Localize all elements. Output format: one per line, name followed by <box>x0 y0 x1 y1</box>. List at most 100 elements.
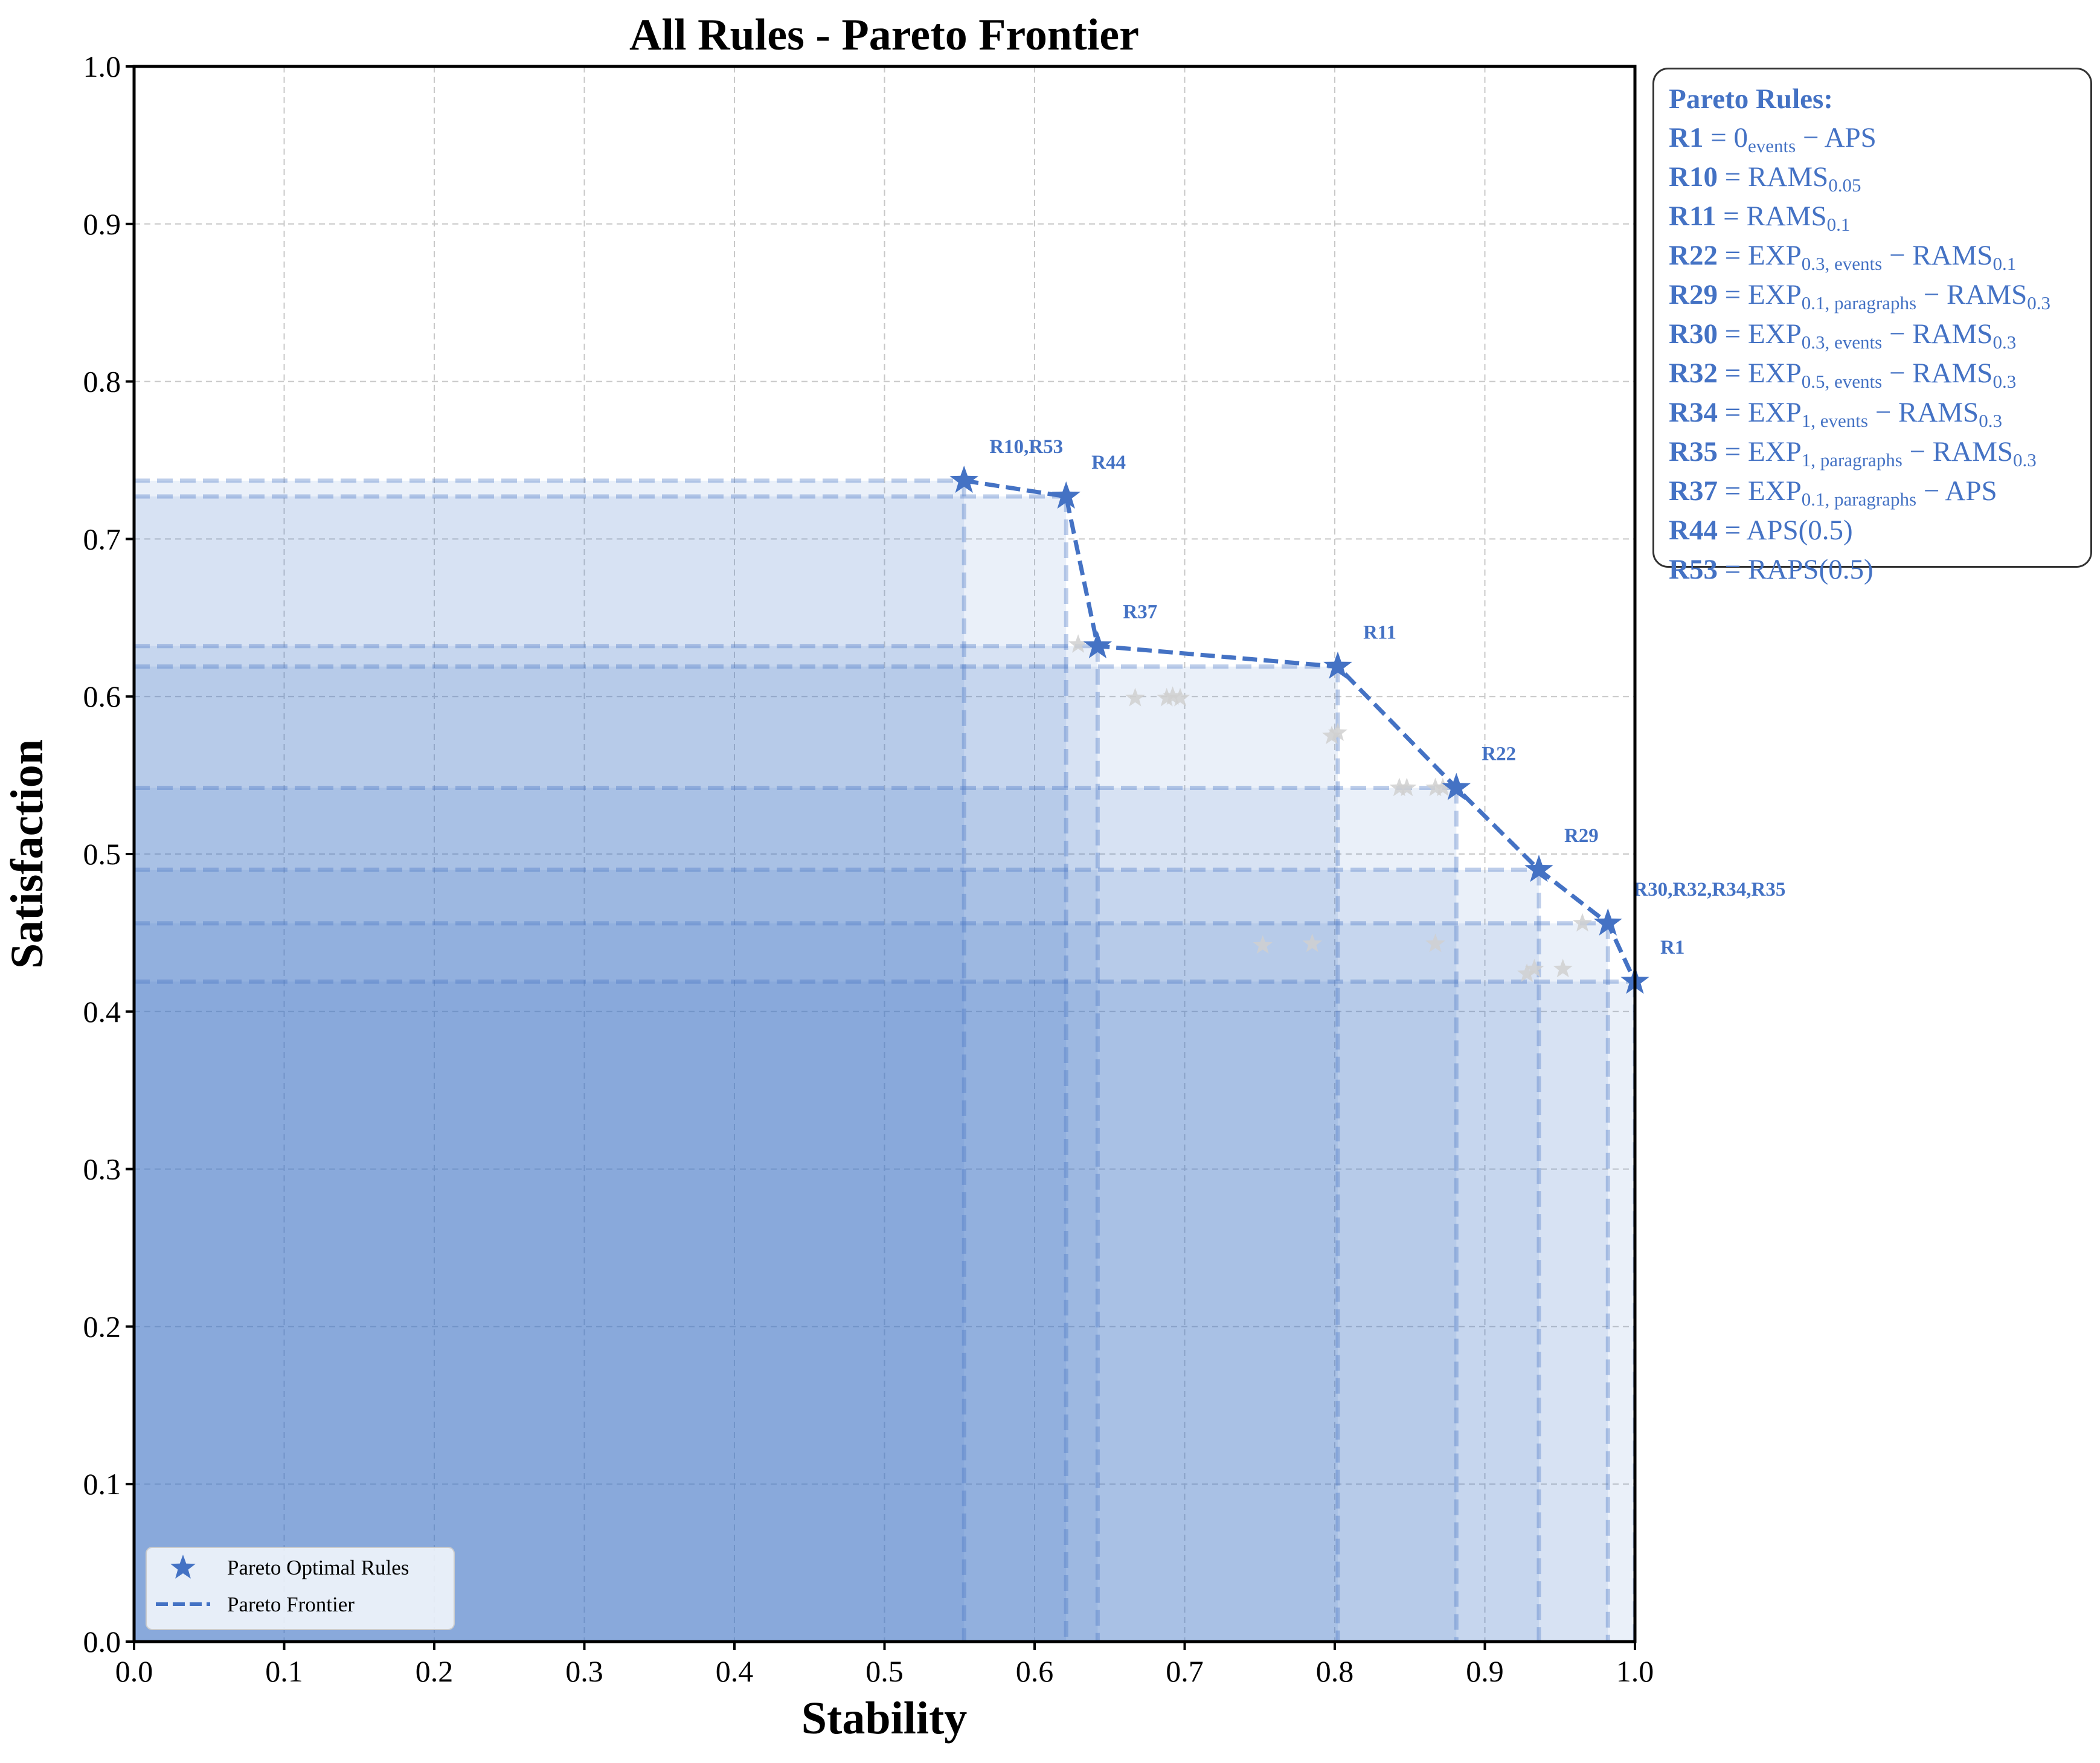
pareto-point-label: R1 <box>1660 937 1684 959</box>
pareto-point-label: R11 <box>1363 622 1396 644</box>
x-tick-label: 0.3 <box>565 1654 603 1688</box>
rule-id: R11 <box>1669 201 1716 232</box>
rule-subscript: 0.05 <box>1828 175 1861 196</box>
pareto-point-label: R10,R53 <box>989 436 1063 458</box>
rule-row: R37 = EXP0.1, paragraphs − APS <box>1669 475 1997 510</box>
pareto-point <box>1323 651 1352 679</box>
rule-row: R30 = EXP0.3, events − RAMS0.3 <box>1669 318 2017 353</box>
x-tick-label: 0.8 <box>1316 1654 1354 1688</box>
legend-points-label: Pareto Optimal Rules <box>227 1556 409 1579</box>
legend: Pareto Optimal Rules Pareto Frontier <box>146 1547 455 1630</box>
x-tick-label: 0.1 <box>265 1654 303 1688</box>
rule-subscript: 0.1, paragraphs <box>1801 292 1917 313</box>
rule-row: R29 = EXP0.1, paragraphs − RAMS0.3 <box>1669 279 2050 313</box>
y-tick-label: 0.7 <box>83 522 121 556</box>
rule-subscript: 0.3 <box>2027 292 2050 313</box>
y-tick-label: 1.0 <box>83 50 121 83</box>
y-tick-label: 0.9 <box>83 207 121 241</box>
region-guides <box>134 478 1635 1642</box>
rule-id: R29 <box>1669 279 1718 310</box>
x-tick-label: 0.6 <box>1016 1654 1054 1688</box>
y-tick-label: 0.0 <box>83 1625 121 1659</box>
pareto-point <box>1524 855 1553 882</box>
rule-id: R30 <box>1669 318 1718 350</box>
dominated-region <box>134 981 1635 1642</box>
dominated-regions <box>134 480 1635 1642</box>
other-rule-point <box>1397 777 1417 797</box>
rule-subscript: 0.5, events <box>1801 371 1883 392</box>
rule-subscript: 0.3, events <box>1801 332 1883 353</box>
x-tick-label: 0.9 <box>1466 1654 1504 1688</box>
pareto-point-label: R37 <box>1123 602 1157 623</box>
pareto-point <box>949 465 978 493</box>
dominated-region <box>134 788 1457 1642</box>
rule-row: R22 = EXP0.3, events − RAMS0.1 <box>1669 240 2017 274</box>
rule-id: R53 <box>1669 554 1718 585</box>
rule-row: R1 = 0events − APS <box>1669 122 1877 156</box>
dominated-region <box>134 646 1098 1642</box>
pareto-frontier <box>963 478 1637 983</box>
rule-row: R44 = APS(0.5) <box>1669 515 1853 546</box>
other-rule-point <box>1328 722 1348 741</box>
rule-subscript: 0.3 <box>1979 410 2002 431</box>
rule-subscript: 1, events <box>1801 410 1868 431</box>
pareto-rules-box: Pareto Rules: R1 = 0events − APS R10 = RA… <box>1652 68 2092 585</box>
other-rule-point <box>1517 963 1537 982</box>
x-tick-label: 0.0 <box>115 1654 153 1688</box>
x-tick-label: 1.0 <box>1616 1654 1654 1688</box>
rules-box-title: Pareto Rules: <box>1669 83 1833 115</box>
y-tick-label: 0.1 <box>83 1467 121 1501</box>
rule-id: R35 <box>1669 436 1718 467</box>
rule-subscript: 1, paragraphs <box>1801 449 1903 470</box>
rule-subscript: 0.1 <box>1992 253 2017 274</box>
rule-id: R34 <box>1669 397 1718 428</box>
x-tick-label: 0.4 <box>716 1654 754 1688</box>
pareto-point-label: R22 <box>1482 743 1516 765</box>
rule-id: R32 <box>1669 358 1718 389</box>
y-tick-label: 0.3 <box>83 1152 121 1186</box>
y-tick-label: 0.5 <box>83 837 121 871</box>
other-rule-point <box>1389 777 1409 797</box>
frontier-line <box>963 478 1637 983</box>
rule-id: R10 <box>1669 161 1718 193</box>
pareto-point <box>1083 631 1113 658</box>
dominated-region <box>134 666 1338 1642</box>
y-tick-label: 0.8 <box>83 365 121 399</box>
rule-row: R53 = RAPS(0.5) <box>1669 554 1874 585</box>
pareto-point-label: R29 <box>1564 825 1599 847</box>
y-tick-label: 0.2 <box>83 1309 121 1343</box>
other-rule-point <box>1321 725 1342 745</box>
pareto-point-label: R44 <box>1091 452 1126 474</box>
legend-box <box>146 1547 455 1630</box>
other-rule-point <box>1572 913 1593 932</box>
y-tick-label: 0.4 <box>83 995 121 1029</box>
rule-id: R1 <box>1669 122 1704 153</box>
other-rule-point <box>1068 634 1088 653</box>
rule-subscript: events <box>1747 135 1796 156</box>
rule-subscript: 0.3 <box>1992 332 2017 353</box>
other-rule-point <box>1553 959 1573 978</box>
dominated-region <box>134 870 1539 1642</box>
y-tick-label: 0.6 <box>83 679 121 713</box>
point-labels: R10,R53 R44 R37 R11 R22 R29 R30,R32,R34,R35 R1 <box>989 436 1785 959</box>
x-tick-label: 0.7 <box>1166 1654 1204 1688</box>
other-rule-point <box>1157 687 1177 707</box>
rule-subscript: 0.3, events <box>1801 253 1883 274</box>
rule-subscript: 0.3 <box>2013 449 2037 470</box>
rule-row: R32 = EXP0.5, events − RAMS0.3 <box>1669 358 2017 392</box>
pareto-point <box>1442 772 1471 800</box>
pareto-point <box>1593 908 1622 936</box>
other-rule-point <box>1425 777 1445 797</box>
rule-row: R11 = RAMS0.1 <box>1669 201 1851 235</box>
other-rule-point <box>1302 933 1322 952</box>
other-rule-point <box>1253 935 1273 954</box>
rule-subscript: 0.1, paragraphs <box>1801 489 1917 510</box>
rule-row: R34 = EXP1, events − RAMS0.3 <box>1669 397 2002 431</box>
rule-id: R22 <box>1669 240 1718 271</box>
rule-row: R35 = EXP1, paragraphs − RAMS0.3 <box>1669 436 2037 470</box>
dominated-region <box>134 923 1608 1642</box>
legend-star-icon <box>170 1555 196 1579</box>
rule-subscript: 0.3 <box>1992 371 2017 392</box>
rule-id: R44 <box>1669 515 1718 546</box>
